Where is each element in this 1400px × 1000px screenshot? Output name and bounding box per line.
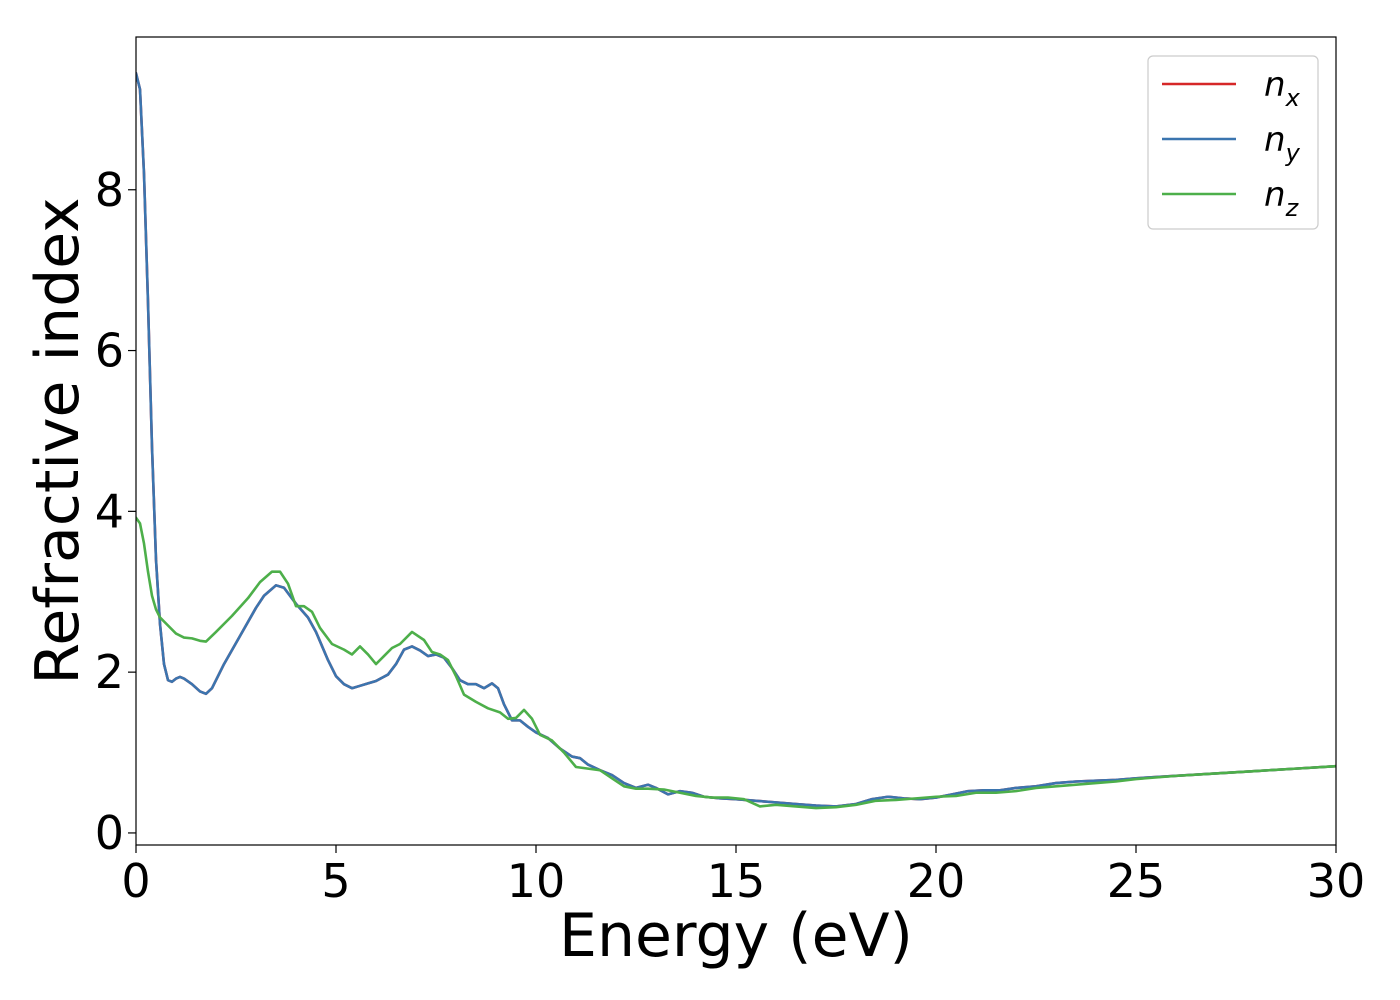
x-tick-label: 20 [907, 854, 966, 908]
y-tick-label: 8 [95, 163, 124, 217]
x-tick-label: 25 [1107, 854, 1166, 908]
y-tick-label: 4 [95, 484, 124, 538]
x-tick-label: 5 [321, 854, 350, 908]
y-axis-ticks: 0 2 4 6 8 [95, 163, 136, 860]
series-line-z [136, 516, 1336, 810]
x-tick-label: 15 [707, 854, 766, 908]
legend: nx ny nz [1147, 55, 1319, 230]
legend-label-z: nz [1264, 175, 1300, 222]
x-axis-label: Energy (eV) [559, 901, 913, 971]
y-tick-label: 0 [95, 806, 124, 860]
x-tick-label: 30 [1307, 854, 1366, 908]
y-tick-label: 2 [95, 645, 124, 699]
legend-label-y: ny [1264, 120, 1301, 167]
x-tick-label: 0 [121, 854, 150, 908]
series-layer [136, 71, 1336, 810]
y-axis-label: Refractive index [23, 197, 93, 684]
legend-label-x: nx [1264, 65, 1301, 112]
legend-box [1147, 55, 1319, 230]
x-tick-label: 10 [507, 854, 566, 908]
x-axis-ticks: 0 5 10 15 20 25 30 [121, 845, 1365, 908]
y-tick-label: 6 [95, 324, 124, 378]
